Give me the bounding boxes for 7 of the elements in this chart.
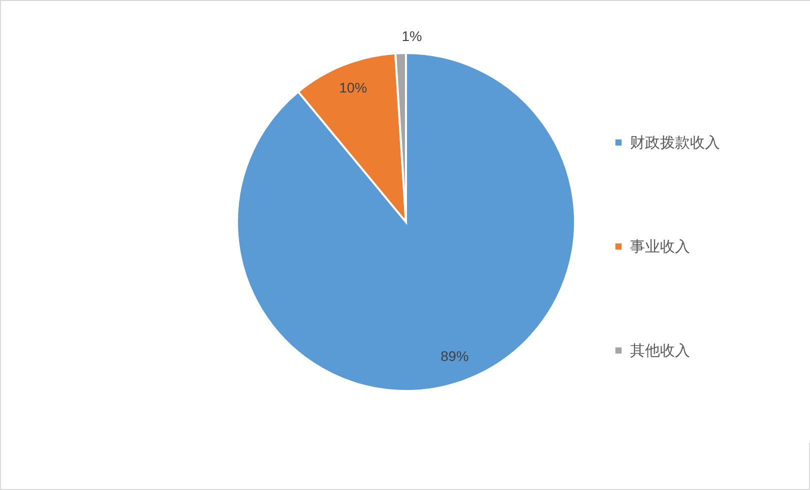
data-label: 89% xyxy=(440,348,469,364)
legend-label: 其他收入 xyxy=(630,342,690,360)
pie-slice xyxy=(236,52,576,392)
data-label: 10% xyxy=(339,79,368,96)
legend-label: 财政拨款收入 xyxy=(630,134,720,152)
data-label: 1% xyxy=(402,28,422,44)
legend-label: 事业收入 xyxy=(630,238,690,256)
